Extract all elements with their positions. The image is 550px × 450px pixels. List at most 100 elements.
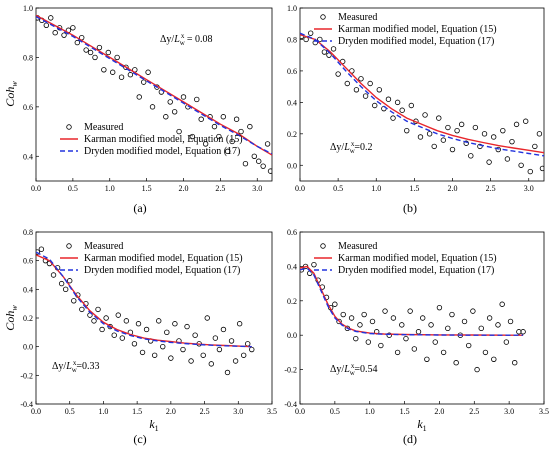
measured-point bbox=[463, 140, 469, 146]
legend-label-measured: Measured bbox=[84, 122, 123, 133]
measured-point bbox=[245, 341, 251, 347]
y-tick-label: 0.4 bbox=[287, 262, 297, 271]
measured-point bbox=[495, 146, 501, 153]
measured-point bbox=[216, 133, 222, 140]
data-layer bbox=[36, 14, 272, 174]
measured-point bbox=[202, 141, 209, 147]
measured-point bbox=[513, 121, 520, 128]
measured-point bbox=[43, 22, 50, 28]
measured-point bbox=[256, 158, 262, 164]
x-tick-label: 2.5 bbox=[215, 184, 225, 193]
legend-marker-measured bbox=[66, 124, 72, 130]
measured-point bbox=[382, 308, 388, 314]
measured-point bbox=[74, 39, 80, 46]
measured-point bbox=[330, 46, 337, 52]
measured-point bbox=[111, 332, 117, 338]
measured-point bbox=[348, 315, 355, 321]
annotation-text: Δy/Lwx=0.33 bbox=[52, 359, 99, 374]
y-axis-label-base: Coh bbox=[3, 87, 17, 107]
annotation-length: L bbox=[65, 361, 72, 372]
x-tick-label: 3.0 bbox=[252, 184, 262, 193]
measured-point bbox=[311, 261, 317, 268]
x-axis-label-base: k bbox=[417, 417, 423, 431]
measured-point bbox=[378, 342, 384, 349]
measured-point bbox=[103, 315, 109, 321]
x-axis-label: k1 bbox=[417, 417, 426, 433]
y-tick-label: 0.4 bbox=[23, 152, 33, 161]
legend-label-measured: Measured bbox=[338, 241, 377, 252]
measured-point bbox=[156, 318, 162, 324]
measured-point bbox=[264, 141, 271, 147]
measured-point bbox=[229, 138, 235, 145]
x-tick-label: 3.5 bbox=[539, 407, 549, 416]
x-tick-label: 0.0 bbox=[31, 407, 41, 416]
measured-point bbox=[419, 315, 426, 321]
measured-point bbox=[478, 325, 484, 332]
measured-point bbox=[353, 335, 359, 342]
y-tick-label: 0.4 bbox=[23, 285, 33, 294]
annotation-value: = 0.08 bbox=[184, 34, 212, 45]
dryden-model-line bbox=[300, 267, 524, 336]
measured-point bbox=[394, 349, 401, 356]
panel-caption: (a) bbox=[133, 201, 146, 215]
legend-label-dryden: Dryden modified model, Equation (17) bbox=[84, 265, 240, 276]
y-axis-label-base: Coh bbox=[3, 311, 17, 331]
measured-point bbox=[180, 94, 187, 100]
x-axis-label-sub: 1 bbox=[423, 424, 427, 433]
measured-point bbox=[164, 329, 170, 336]
data-layer bbox=[300, 30, 544, 175]
annotation-prefix: Δy/ bbox=[52, 361, 66, 372]
measured-point bbox=[372, 102, 378, 109]
measured-point bbox=[481, 131, 488, 137]
measured-point bbox=[449, 146, 456, 153]
measured-point bbox=[172, 321, 178, 327]
legend-label-dryden: Dryden modified model, Equation (17) bbox=[338, 36, 494, 47]
measured-point bbox=[317, 36, 323, 43]
measured-point bbox=[307, 30, 314, 36]
measured-point bbox=[326, 52, 332, 58]
annotation-text: Δy/Lwx = 0.08 bbox=[160, 32, 212, 47]
measured-point bbox=[394, 99, 401, 106]
annotation-prefix: Δy/ bbox=[330, 142, 344, 153]
measured-point bbox=[92, 54, 98, 61]
measured-point bbox=[411, 346, 418, 352]
measured-point bbox=[145, 69, 151, 75]
measured-point bbox=[225, 148, 231, 155]
measured-point bbox=[428, 322, 434, 328]
y-axis-label: Cohw bbox=[3, 81, 19, 107]
annotation-length: L bbox=[173, 34, 180, 45]
y-tick-label: 1.0 bbox=[287, 4, 297, 13]
x-tick-label: 3.0 bbox=[233, 407, 243, 416]
measured-point bbox=[115, 312, 121, 318]
y-tick-label: 0.2 bbox=[23, 314, 33, 323]
measured-point bbox=[192, 332, 198, 338]
x-tick-label: 2.5 bbox=[469, 407, 479, 416]
measured-point bbox=[500, 127, 506, 134]
y-axis-label: Cohw bbox=[3, 305, 19, 331]
y-tick-label: 0.8 bbox=[23, 53, 33, 62]
legend-marker-measured bbox=[320, 243, 326, 249]
x-tick-label: 2.0 bbox=[434, 407, 444, 416]
y-tick-label: 0.6 bbox=[287, 228, 297, 237]
annotation-sup: x bbox=[73, 359, 77, 367]
measured-point bbox=[532, 143, 538, 150]
y-tick-label: 0.8 bbox=[287, 35, 297, 44]
measured-point bbox=[52, 30, 58, 36]
dryden-model-line bbox=[300, 32, 544, 157]
karman-model-line bbox=[36, 14, 272, 156]
annotation-value: =0.2 bbox=[354, 142, 372, 153]
x-tick-label: 1.0 bbox=[105, 184, 115, 193]
measured-point bbox=[139, 349, 146, 356]
measured-point bbox=[61, 32, 67, 38]
measured-point bbox=[50, 272, 57, 278]
measured-point bbox=[445, 325, 451, 332]
plot-frame bbox=[299, 231, 545, 405]
measured-point bbox=[486, 315, 493, 321]
annotation-sup: x bbox=[351, 140, 355, 148]
x-tick-label: 0.0 bbox=[295, 407, 305, 416]
legend-label-measured: Measured bbox=[84, 241, 123, 252]
measured-point bbox=[461, 318, 468, 325]
x-tick-label: 1.5 bbox=[132, 407, 142, 416]
measured-point bbox=[358, 76, 364, 82]
